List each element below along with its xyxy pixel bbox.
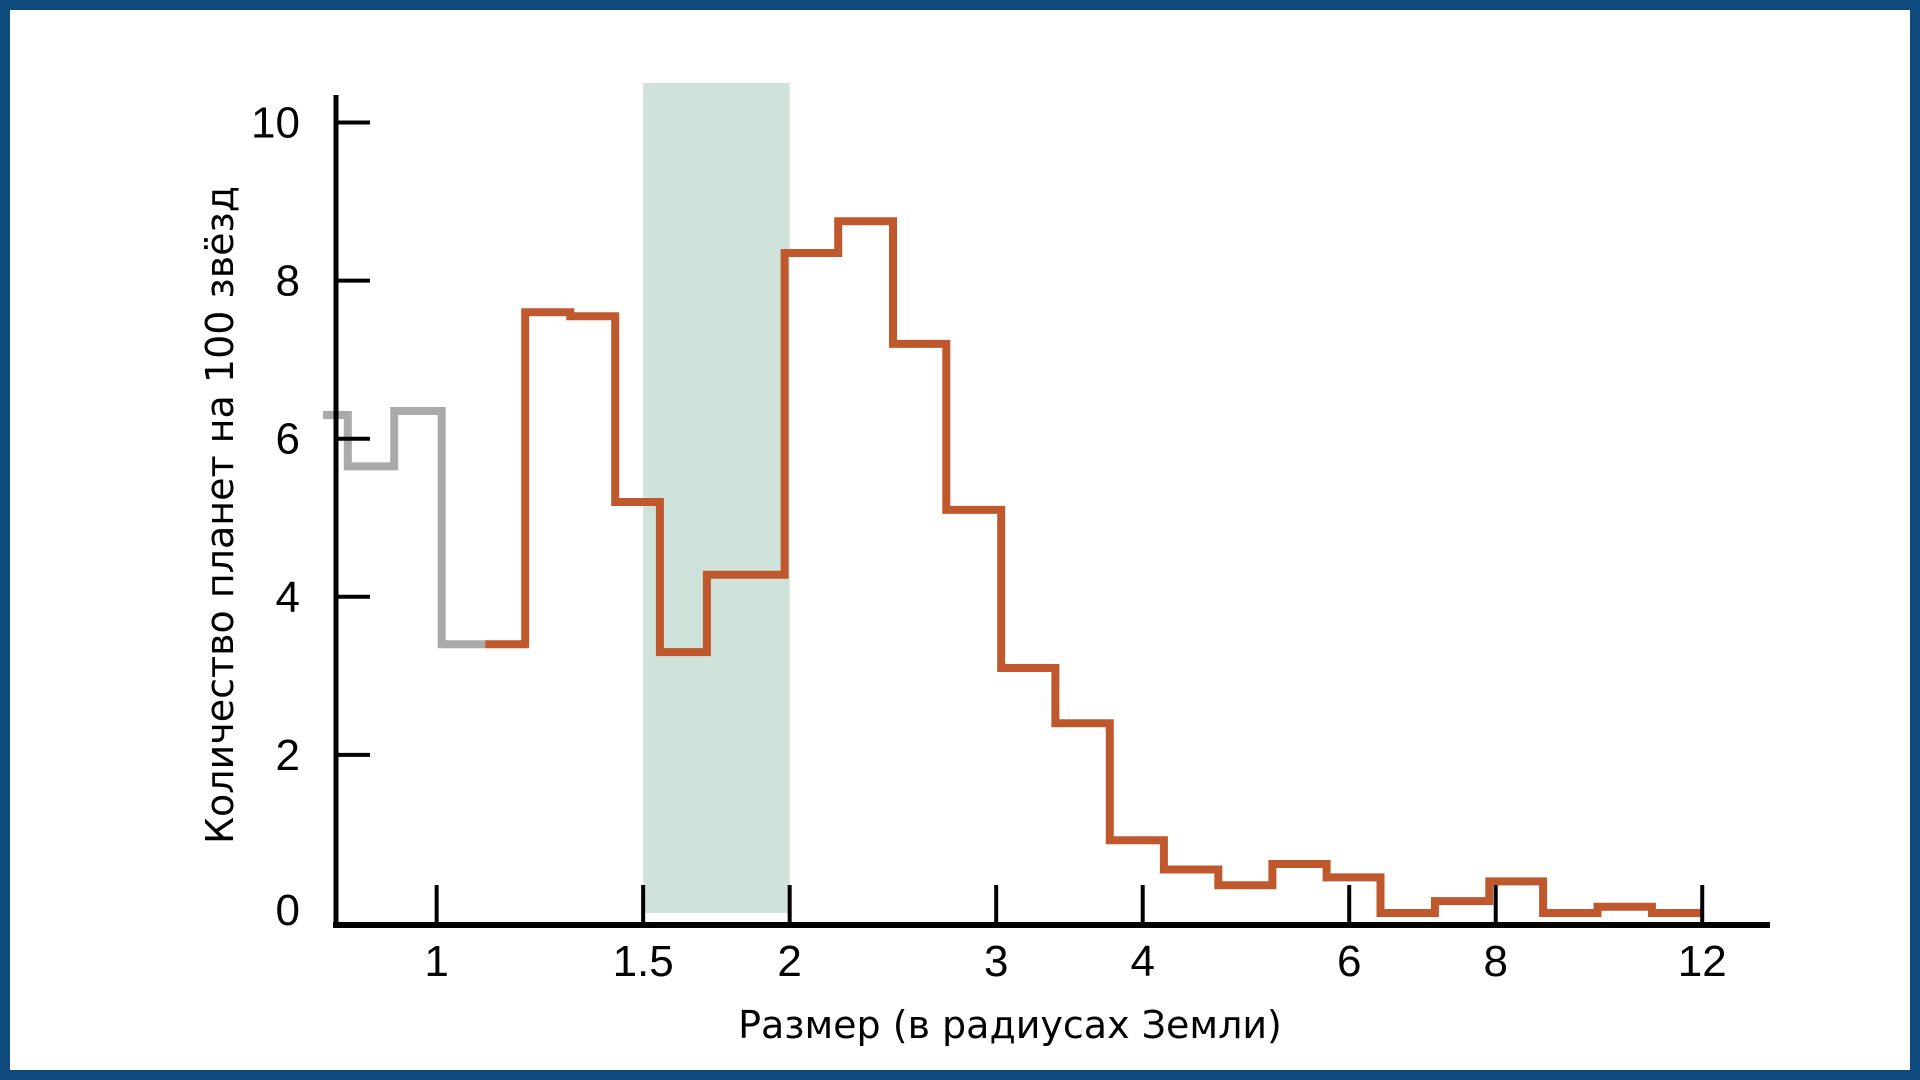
y-tick-label-0: 0 [276,886,300,935]
histogram-chart: 0 2 4 6 8 10 1 1.5 2 3 4 6 8 12 Размер (в радиусах Зе… [198,83,1770,1047]
x-tick-label-1: 1 [424,937,448,986]
series-layer [323,217,1703,917]
y-tick-label-10: 10 [251,99,300,148]
x-tick-label-12: 12 [1678,937,1727,986]
axes-layer [333,95,1770,928]
y-tick-label-4: 4 [276,573,300,622]
series-1-step-line [323,407,486,649]
series-2-step-line [485,217,1703,917]
x-tick-label-8: 8 [1483,937,1507,986]
x-tick-label-3: 3 [984,937,1008,986]
highlight-band [643,83,790,913]
x-tick-label-1.5: 1.5 [613,937,674,986]
x-tick-label-4: 4 [1130,937,1154,986]
highlight-band-layer [643,83,790,913]
y-tick-label-6: 6 [276,415,300,464]
labels-layer: 0 2 4 6 8 10 1 1.5 2 3 4 6 8 12 [251,99,1727,986]
y-axis-title: Количество планет на 100 звёзд [198,186,242,844]
x-tick-label-6: 6 [1337,937,1361,986]
x-axis-title: Размер (в радиусах Земли) [738,1003,1282,1047]
chart-panel: 0 2 4 6 8 10 1 1.5 2 3 4 6 8 12 Размер (в радиусах Зе… [10,10,1910,1070]
y-tick-label-2: 2 [276,731,300,780]
x-tick-label-2: 2 [777,937,801,986]
y-tick-label-8: 8 [276,257,300,306]
